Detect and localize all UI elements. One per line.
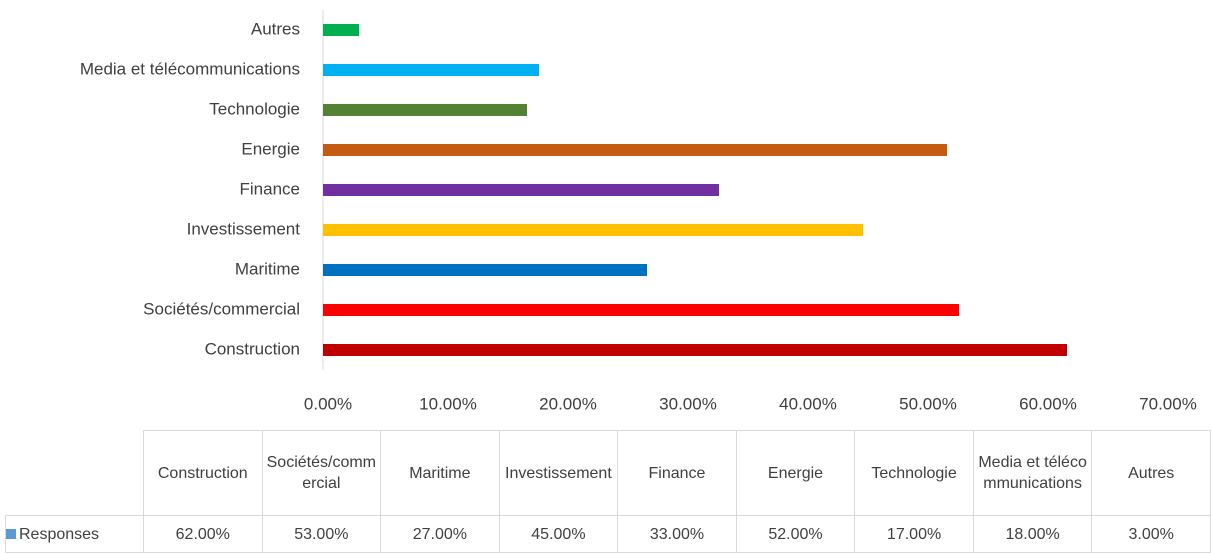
table-value: 27.00% (380, 515, 500, 553)
table-value: 18.00% (972, 515, 1093, 553)
legend-key (6, 528, 16, 539)
table-value: 17.00% (854, 515, 974, 553)
table-value: 52.00% (735, 515, 856, 553)
y-tick-label: Sociétés/commercial (143, 299, 300, 318)
table-value: 62.00% (143, 515, 263, 553)
x-tick-label: 70.00% (1139, 394, 1197, 413)
bar (323, 224, 863, 236)
bar (323, 64, 539, 76)
table-header: Investissement (498, 430, 619, 516)
bar (323, 24, 359, 36)
table-header-row: Construction Sociétés/commercial Maritime I… (5, 430, 1211, 516)
bar (323, 344, 1067, 356)
data-table: Construction Sociétés/commercial Maritime I… (5, 430, 1211, 553)
table-value: 53.00% (261, 515, 382, 553)
table-row: Responses 62.00% 53.00% 27.00% 45.00% 33.00% 5… (5, 515, 1211, 553)
x-tick-label: 60.00% (1019, 394, 1077, 413)
table-header: Maritime (380, 430, 500, 516)
table-header: Finance (617, 430, 737, 516)
table-value: 3.00% (1091, 515, 1211, 553)
table-value: 45.00% (498, 515, 619, 553)
table-header: Autres (1091, 430, 1211, 516)
y-tick-label: Construction (205, 339, 300, 358)
table-header: Technologie (854, 430, 974, 516)
y-tick-label: Autres (251, 19, 300, 38)
x-tick-label: 10.00% (419, 394, 477, 413)
x-tick-label: 30.00% (659, 394, 717, 413)
table-header: Construction (143, 430, 263, 516)
x-tick-label: 0.00% (304, 394, 352, 413)
bar (323, 304, 959, 316)
y-tick-label: Technologie (209, 99, 300, 118)
y-tick-label: Maritime (235, 259, 300, 278)
bar (323, 144, 947, 156)
x-tick-label: 20.00% (539, 394, 597, 413)
x-tick-label: 50.00% (899, 394, 957, 413)
y-tick-label: Media et télécommunications (80, 59, 300, 78)
y-tick-label: Energie (241, 139, 300, 158)
x-tick-label: 40.00% (779, 394, 837, 413)
table-header: Media et télécommunications (972, 430, 1093, 516)
table-corner (5, 430, 144, 516)
table-header: Sociétés/commercial (261, 430, 382, 516)
legend-cell: Responses (5, 515, 144, 553)
y-tick-label: Investissement (187, 219, 301, 238)
legend-label: Responses (19, 525, 100, 543)
chart: 0.00% 10.00% 20.00% 30.00% 40.00% 50.00% 60.00… (80, 10, 1197, 413)
y-tick-label: Finance (240, 179, 300, 198)
bar (323, 184, 719, 196)
bar (323, 264, 647, 276)
table-header: Energie (735, 430, 856, 516)
table-value: 33.00% (617, 515, 737, 553)
bar (323, 104, 527, 116)
